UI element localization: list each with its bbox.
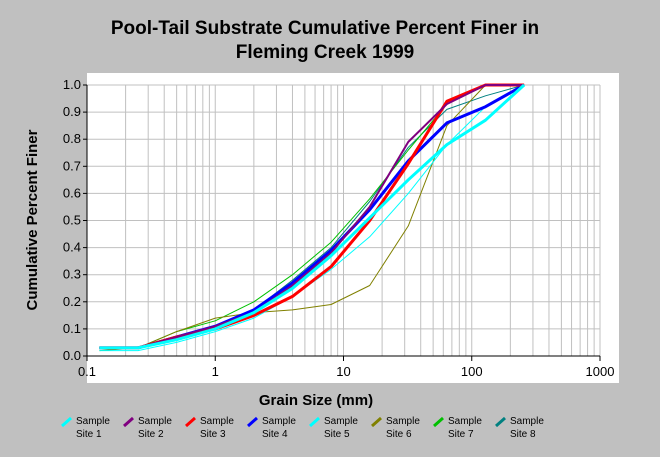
legend-label-4: Sample [262,416,296,427]
ticks: 0.1 1 10 100 10000.00.10.20.30.40.50.60.70.8… [63,77,615,379]
chart-title-line2: Fleming Creek 1999 [236,42,414,63]
x-tick-label: 1 [212,364,219,379]
series-line-1 [99,83,526,350]
legend-label-6: Sample [386,416,420,427]
legend-label-6: Site 6 [386,429,412,440]
legend-swatch-7 [433,416,444,428]
x-axis-label: Grain Size (mm) [259,392,373,409]
y-tick-label: 0.1 [63,321,81,336]
legend-swatch-1 [61,416,72,428]
y-axis-label: Cumulative Percent Finer [24,129,41,310]
y-tick-label: 0.5 [63,213,81,228]
legend-label-7: Sample [448,416,482,427]
y-tick-label: 1.0 [63,77,81,92]
legend-label-1: Sample [76,416,110,427]
legend-label-8: Sample [510,416,544,427]
legend-label-7: Site 7 [448,429,474,440]
x-tick-label: 10 [336,364,350,379]
series-line-2 [99,84,525,349]
y-tick-label: 0.2 [63,294,81,309]
legend-swatch-5 [309,416,320,428]
y-tick-label: 0.9 [63,104,81,119]
legend-swatch-6 [371,416,382,428]
legend-label-5: Site 5 [324,429,350,440]
legend: Sample Site 1 Sample Site 2 Sample Site 3 Samp… [61,416,544,440]
y-tick-label: 0.6 [63,185,81,200]
legend-label-1: Site 1 [76,429,102,440]
y-tick-label: 0.4 [63,240,81,255]
legend-label-5: Sample [324,416,358,427]
y-tick-label: 0.7 [63,158,81,173]
legend-swatch-8 [495,416,506,428]
chart-title-line1: Pool-Tail Substrate Cumulative Percent F… [111,18,539,39]
y-tick-label: 0.3 [63,267,81,282]
legend-label-3: Site 3 [200,429,226,440]
legend-label-8: Site 8 [510,429,536,440]
x-tick-label: 0.1 [78,364,96,379]
legend-swatch-3 [185,416,196,428]
legend-label-4: Site 4 [262,429,288,440]
y-tick-label: 0.0 [63,348,81,363]
legend-label-2: Site 2 [138,429,164,440]
legend-swatch-2 [123,416,134,428]
series-layer [99,83,526,352]
y-tick-label: 0.8 [63,131,81,146]
legend-label-2: Sample [138,416,172,427]
legend-label-3: Sample [200,416,234,427]
x-tick-label: 1000 [586,364,615,379]
x-tick-label: 100 [461,364,483,379]
legend-swatch-4 [247,416,258,428]
